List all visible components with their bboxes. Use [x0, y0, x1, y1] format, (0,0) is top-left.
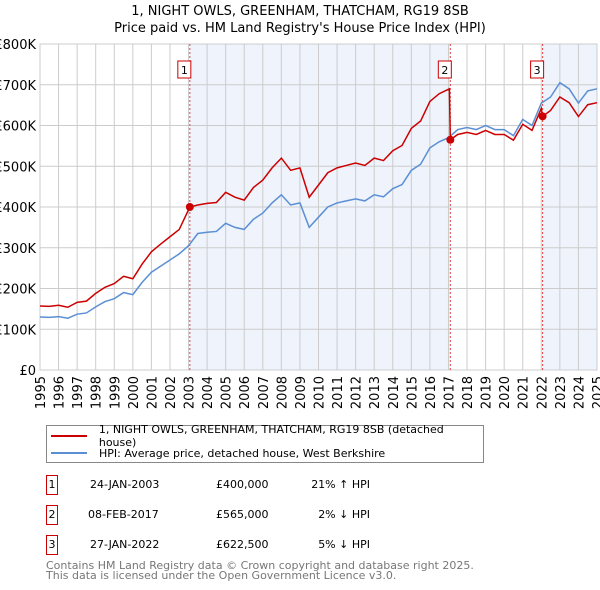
property-line [39, 87, 598, 309]
x-tick-label: 2010 [313, 376, 328, 409]
y-tick-label: £300K [0, 242, 36, 257]
x-tick-label: 2002 [164, 376, 179, 409]
x-tick-label: 2005 [220, 376, 235, 409]
x-tick-label: 2016 [424, 376, 439, 409]
legend-property-label: 1, NIGHT OWLS, GREENHAM, THATCHAM, RG19 … [98, 423, 444, 449]
sale-date: 24-JAN-2003 [90, 478, 160, 491]
sale-label: 1 [181, 64, 188, 77]
x-tick-label: 2021 [517, 376, 532, 409]
legend: 1, NIGHT OWLS, GREENHAM, THATCHAM, RG19 … [46, 423, 484, 463]
sale-marker [446, 135, 455, 144]
footer-line-1: Contains HM Land Registry data © Crown c… [46, 559, 474, 572]
y-tick-label: £500K [0, 160, 36, 175]
x-tick-label: 1998 [90, 376, 105, 409]
x-tick-label: 2022 [535, 376, 550, 409]
sale-date: 27-JAN-2022 [90, 538, 160, 551]
y-tick-label: £600K [0, 120, 36, 135]
sale-date: 08-FEB-2017 [88, 508, 159, 521]
plot-frame [39, 43, 598, 371]
x-tick-label: 2025 [591, 376, 600, 409]
sale-number-badge: 1 [46, 475, 58, 495]
x-tick-label: 2008 [275, 376, 290, 409]
sale-marker [538, 112, 547, 121]
x-tick-label: 1996 [53, 376, 68, 409]
legend-item-hpi: HPI: Average price, detached house, West… [51, 445, 385, 461]
price-chart: £0 £100K £200K £300K £400K £500K £600K £700K £80… [0, 38, 600, 409]
y-tick-label: £100K [0, 323, 36, 338]
footer: Contains HM Land Registry data © Crown c… [46, 559, 474, 582]
legend-item-property: 1, NIGHT OWLS, GREENHAM, THATCHAM, RG19 … [51, 423, 483, 449]
sale-number-badge: 3 [46, 535, 58, 555]
x-tick-label: 2018 [461, 376, 476, 409]
x-tick-label: 2003 [183, 376, 198, 409]
sale-label: 2 [441, 64, 448, 77]
x-tick-label: 2004 [201, 376, 216, 409]
sale-label-box [530, 60, 545, 79]
sale-price: £400,000 [216, 478, 269, 491]
property-line-swatch [51, 435, 87, 437]
x-tick-label: 1997 [71, 376, 86, 409]
hpi-line [39, 81, 598, 320]
y-tick-label: £200K [0, 283, 36, 298]
x-tick-label: 2000 [127, 376, 142, 409]
x-tick-label: 2019 [480, 376, 495, 409]
x-tick-label: 2001 [145, 376, 160, 409]
chart-subtitle: Price paid vs. HM Land Registry's House … [114, 21, 486, 36]
x-tick-label: 2013 [368, 376, 383, 409]
sale-label-box [177, 60, 192, 79]
sale-price: £565,000 [216, 508, 269, 521]
sale-label: 3 [534, 64, 541, 77]
sale-hpi-diff: 2% ↓ HPI [318, 508, 370, 521]
y-tick-label: £0 [19, 364, 36, 379]
x-tick-label: 2020 [498, 376, 513, 409]
x-tick-label: 1995 [34, 376, 49, 409]
x-tick-label: 2023 [554, 376, 569, 409]
x-tick-label: 2017 [442, 376, 457, 409]
footer-line-2: This data is licensed under the Open Gov… [46, 569, 397, 582]
sale-marker [185, 203, 194, 211]
x-tick-label: 2012 [350, 376, 365, 409]
x-tick-label: 2007 [257, 376, 272, 409]
y-tick-label: £400K [0, 201, 36, 216]
x-tick-label: 2024 [572, 376, 587, 409]
sale-hpi-diff: 5% ↓ HPI [318, 538, 370, 551]
sale-number-badge: 2 [46, 505, 58, 525]
chart-title: 1, NIGHT OWLS, GREENHAM, THATCHAM, RG19 … [131, 4, 469, 19]
x-tick-label: 2009 [294, 376, 309, 409]
sale-price: £622,500 [216, 538, 269, 551]
sale-label-box [437, 60, 452, 79]
x-tick-label: 2015 [405, 376, 420, 409]
x-tick-label: 1999 [108, 376, 123, 409]
y-tick-label: £800K [0, 38, 36, 53]
x-tick-label: 2006 [238, 376, 253, 409]
x-tick-label: 2014 [387, 376, 402, 409]
legend-hpi-label: HPI: Average price, detached house, West… [99, 446, 386, 460]
x-tick-label: 2011 [331, 376, 346, 409]
sale-hpi-diff: 21% ↑ HPI [311, 478, 370, 491]
hpi-line-swatch [51, 452, 87, 454]
y-tick-label: £700K [0, 79, 36, 94]
